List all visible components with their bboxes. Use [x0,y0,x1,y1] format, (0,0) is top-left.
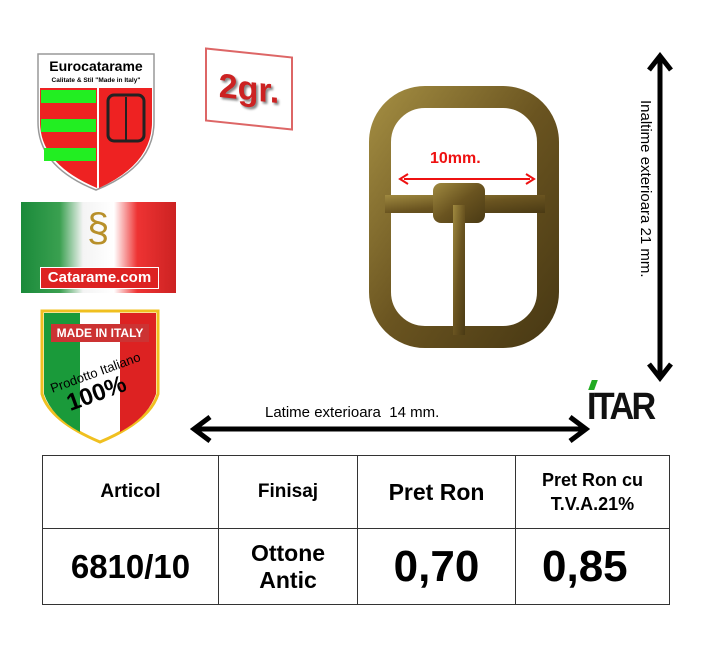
height-arrow [647,52,673,382]
weight-text: 2gr. [218,66,280,111]
buckle-image [369,86,559,348]
outer-width-label: Latime exterioara 14 mm. [265,404,440,421]
inner-width-arrow [398,173,536,185]
header-articol: Articol [42,455,219,529]
cell-finisaj: Ottone Antic [218,528,358,605]
header-pret-ron: Pret Ron [357,455,516,529]
outer-height-label: Inaltime exterioara 21 mm. [637,100,654,278]
catarame-label: Catarame.com [40,267,159,289]
cell-pret-ron: 0,70 [357,528,516,605]
inner-width-label: 10mm. [430,150,481,167]
table-header-row: Articol Finisaj Pret Ron Pret Ron cu T.V… [42,455,670,529]
eurocatarame-title: Eurocatarame [49,58,143,74]
width-arrow [190,415,590,443]
header-finisaj: Finisaj [218,455,358,529]
cell-pret-tva: 0,85 [515,528,670,605]
itar-label: ITAR [587,386,656,428]
seahorse-icon: § [87,206,110,250]
cell-articol: 6810/10 [42,528,219,605]
table-row: 6810/10 Ottone Antic 0,70 0,85 [42,528,670,605]
header-pret-tva: Pret Ron cu T.V.A.21% [515,455,670,529]
eurocatarame-subtitle: Calitate & Stil "Made in Italy" [51,77,141,84]
made-in-italy-label: MADE IN ITALY [51,324,149,342]
made-in-italy-logo [40,309,160,444]
eurocatarame-logo [37,53,155,191]
weight-badge: 2gr. [205,47,293,131]
itar-logo: ITAR [587,380,667,428]
catarame-logo: § Catarame.com [21,202,176,293]
price-table: Articol Finisaj Pret Ron Pret Ron cu T.V… [42,455,670,605]
